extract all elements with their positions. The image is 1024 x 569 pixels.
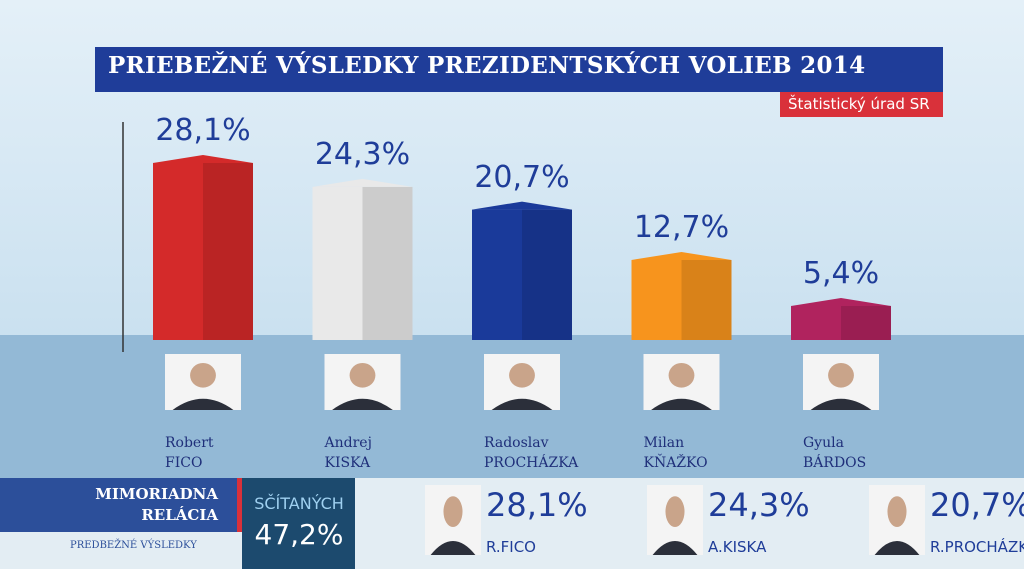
bar xyxy=(472,209,572,340)
title-bar xyxy=(95,47,943,92)
value-label: 28,1% xyxy=(155,112,251,148)
candidate-name: Milan KŇAŽKO xyxy=(643,435,708,471)
source: Štatistický úrad SR xyxy=(788,95,930,113)
photo-body xyxy=(874,541,920,555)
photo-head xyxy=(668,362,695,388)
bar-shade xyxy=(203,162,253,340)
photo-body xyxy=(172,398,234,410)
counted-value: 47,2% xyxy=(254,518,344,551)
bar-shade xyxy=(362,186,413,340)
photo-head xyxy=(349,362,376,388)
bar xyxy=(312,186,413,340)
ticker-name: A.KISKA xyxy=(708,538,767,556)
photos xyxy=(165,354,925,555)
chart-title: PRIEBEŽNÉ VÝSLEDKY PREZIDENTSKÝCH VOLIEB… xyxy=(108,52,866,79)
photo-body xyxy=(332,398,393,410)
bar-cap xyxy=(312,178,413,187)
photo-body xyxy=(430,541,476,555)
photo-body xyxy=(651,398,712,410)
photo-head xyxy=(509,362,535,388)
stripe xyxy=(237,478,242,532)
value-label: 24,3% xyxy=(314,136,411,172)
ticker-percent: 20,7% xyxy=(930,486,1024,524)
counted-label: SČÍTANÝCH xyxy=(254,494,344,513)
source-tag xyxy=(780,92,943,117)
photo-body xyxy=(652,541,698,555)
bar-cap xyxy=(631,251,732,260)
ticker-percent: 28,1% xyxy=(486,486,588,524)
bars xyxy=(153,154,891,340)
value-label: 20,7% xyxy=(474,159,570,195)
bar xyxy=(153,162,253,340)
photo-body xyxy=(810,398,872,410)
bar xyxy=(631,259,732,340)
bar-cap xyxy=(153,154,253,163)
ticker-percent: 24,3% xyxy=(708,486,810,524)
count-block xyxy=(242,478,355,569)
ticker-name: R.PROCHÁZKA xyxy=(930,538,1024,556)
bar-cap xyxy=(791,297,891,306)
candidate-name: Gyula BÁRDOS xyxy=(803,435,867,471)
photo-head xyxy=(443,496,463,527)
show-name: MIMORIADNA RELÁCIA xyxy=(95,485,218,524)
photo-head xyxy=(828,362,854,388)
bar-shade xyxy=(681,259,732,340)
candidate-name: Andrej KISKA xyxy=(324,435,372,471)
show-subtitle: PREDBEŽNÉ VÝSLEDKY xyxy=(70,540,197,551)
bar-shade xyxy=(841,305,891,340)
show-block xyxy=(0,478,240,532)
candidate-name: Robert FICO xyxy=(165,435,214,471)
photo-head xyxy=(887,496,907,527)
photo-head xyxy=(190,362,216,388)
value-label: 12,7% xyxy=(633,209,730,245)
value-label: 5,4% xyxy=(802,255,880,291)
bar xyxy=(791,305,891,340)
photo-body xyxy=(491,398,553,410)
bar-shade xyxy=(522,209,572,340)
ticker-name: R.FICO xyxy=(486,538,536,556)
bar-cap xyxy=(472,201,572,210)
candidate-name: Radoslav PROCHÁZKA xyxy=(484,435,579,471)
photo-head xyxy=(665,496,685,527)
